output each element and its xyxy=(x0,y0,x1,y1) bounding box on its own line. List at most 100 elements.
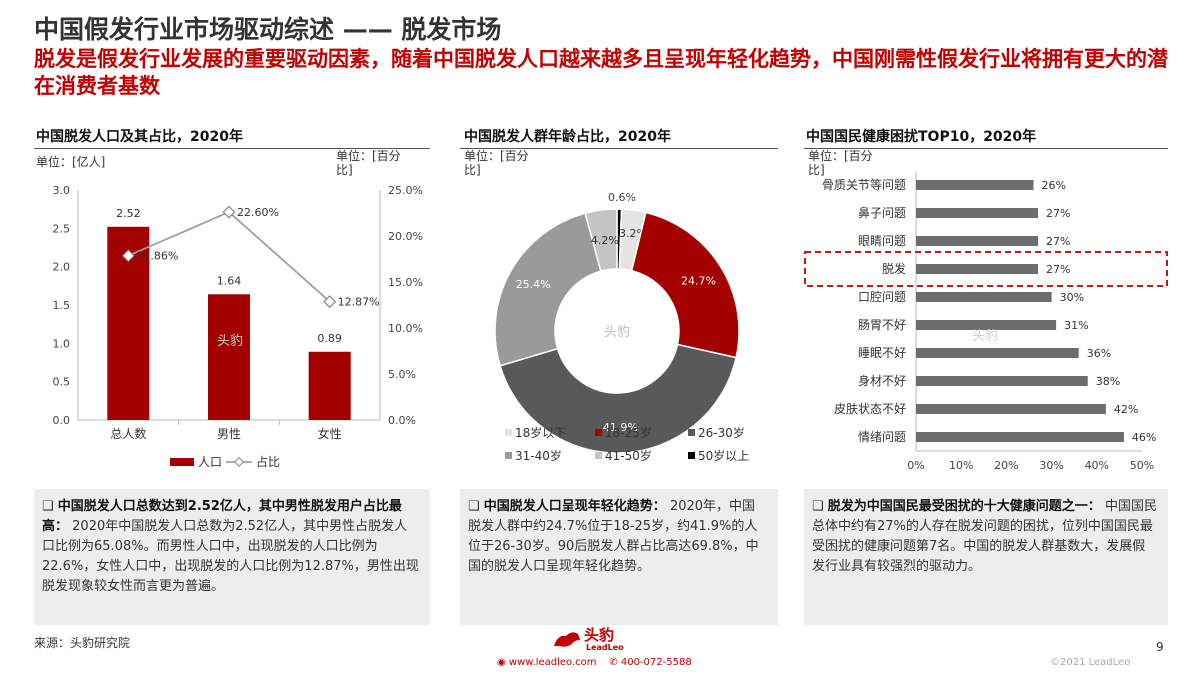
chart2-legend-swatch xyxy=(505,452,512,459)
chart3-bar xyxy=(916,264,1039,274)
chart2-slice-label: 24.7% xyxy=(681,274,716,287)
chart3-bar xyxy=(916,292,1052,302)
source-note: 来源：头豹研究院 xyxy=(34,636,131,650)
chart3-y-tick: 情绪问题 xyxy=(858,430,906,444)
page-number: 9 xyxy=(1156,640,1164,654)
chart3-bar xyxy=(916,376,1088,386)
logo-text: 头豹 xyxy=(584,626,615,644)
contact-line: ◉ www.leadleo.com ✆ 400-072-5588 xyxy=(497,657,692,668)
leopard-icon xyxy=(554,632,580,647)
chart1-y2-tick: 20.0% xyxy=(388,230,423,243)
chart1-y-tick: 2.0 xyxy=(53,261,71,274)
chart3-divider xyxy=(804,148,1168,149)
chart2-legend-label: 18-25岁 xyxy=(605,425,652,440)
chart1-y-tick: 1.5 xyxy=(53,299,71,312)
chart3-x-tick: 40% xyxy=(1085,459,1109,472)
chart3-x-tick: 10% xyxy=(949,459,973,472)
chart3-unit: 单位：[百分比] xyxy=(808,149,873,177)
chart1-unit-left: 单位：[亿人] xyxy=(36,155,106,169)
chart1-ratio-point xyxy=(323,295,337,309)
chart3-bar-label: 42% xyxy=(1114,403,1138,416)
summary-box-3: ❑ 脱发为中国国民最受困扰的十大健康问题之一： 中国国民总体中约有27%的人存在… xyxy=(804,489,1168,625)
chart1-x-tick: 女性 xyxy=(318,426,342,441)
chart3-bar-label: 36% xyxy=(1087,347,1111,360)
web-icon: ◉ xyxy=(497,657,506,668)
chart2-legend-swatch xyxy=(595,429,602,436)
chart1-bar-label: 0.89 xyxy=(317,332,342,345)
chart1-legend-bar-swatch xyxy=(170,458,194,466)
summary-box-3-bold: 脱发为中国国民最受困扰的十大健康问题之一： xyxy=(827,499,1101,514)
chart1-ratio-point xyxy=(121,249,135,263)
chart1-svg: 0.0 0.5 1.0 1.5 2.0 2.5 3.0 0.0% 5.0% 10.0% 15.0% 2… xyxy=(53,184,423,469)
chart3-svg: 0% 10% 20% 30% 40% 50% 26% 骨质关节等问题 27% 鼻子问题 27% 眼睛问… xyxy=(804,171,1168,472)
chart2-slice xyxy=(630,211,740,359)
chart3-bar xyxy=(916,348,1079,358)
copyright: ©2021 LeadLeo xyxy=(1050,657,1131,668)
chart3-bar xyxy=(916,320,1057,330)
chart1-y2-tick: 5.0% xyxy=(388,368,416,381)
chart1-y-tick: 0.0 xyxy=(53,414,71,427)
chart1-divider xyxy=(34,148,430,149)
chart1-y2-tick: 25.0% xyxy=(388,184,423,197)
page-subtitle: 脱发是假发行业发展的重要驱动因素，随着中国脱发人口越来越多且呈现年轻化趋势，中国… xyxy=(34,47,1168,98)
chart1-bar xyxy=(208,294,250,420)
chart3-y-tick: 睡眠不好 xyxy=(858,346,906,360)
chart2-legend-label: 50岁以上 xyxy=(698,448,749,463)
chart3-y-tick: 眼睛问题 xyxy=(858,234,906,248)
chart2-slice-label: 25.4% xyxy=(516,278,551,291)
summary-box-1: ❑ 中国脱发人口总数达到2.52亿人，其中男性脱发用户占比最高： 2020年中国… xyxy=(34,489,430,625)
phone-number: 400-072-5588 xyxy=(620,657,692,668)
chart1-x-tick: 男性 xyxy=(217,427,241,441)
chart1-y-tick: 2.5 xyxy=(53,222,71,235)
leadleo-logo: 头豹 LeadLeo xyxy=(552,624,642,654)
chart1-ratio-label: 12.87% xyxy=(338,296,380,309)
chart3-bar xyxy=(916,432,1124,442)
chart1-unit-right: 单位：[百分比] xyxy=(336,149,401,177)
chart2-slice xyxy=(584,208,618,273)
chart1-y-tick: 1.0 xyxy=(53,337,71,350)
chart2-legend-swatch xyxy=(688,452,695,459)
chart3-y-tick: 骨质关节等问题 xyxy=(822,178,906,192)
chart1-ratio-label: 22.60% xyxy=(237,206,279,219)
chart1-bar-label: 1.64 xyxy=(217,274,242,287)
chart3-bar-label: 31% xyxy=(1064,319,1088,332)
chart2-legend-swatch xyxy=(688,429,695,436)
chart1-legend-line-label: 占比 xyxy=(256,454,280,469)
chart2-slice xyxy=(499,343,737,454)
chart1-y-tick: 0.5 xyxy=(53,376,71,389)
chart3-y-tick: 脱发 xyxy=(882,261,906,276)
chart1-legend-line-marker xyxy=(234,457,244,467)
chart3-bar-label: 26% xyxy=(1042,179,1066,192)
chart2-watermark: 头豹 xyxy=(604,325,630,340)
chart3-x-tick: 0% xyxy=(907,459,924,472)
chart3-bar-label: 27% xyxy=(1046,235,1070,248)
chart3-watermark: 头豹 xyxy=(972,329,998,344)
chart3-x-tick: 30% xyxy=(1039,459,1063,472)
chart1-y2-tick: 15.0% xyxy=(388,276,423,289)
chart3-title: 中国国民健康困扰TOP10，2020年 xyxy=(806,129,1037,145)
chart2-legend-label: 31-40岁 xyxy=(515,448,562,463)
chart2-slice xyxy=(494,212,602,367)
chart2-legend-label: 18岁以下 xyxy=(515,425,566,440)
chart2-title: 中国脱发人群年龄占比，2020年 xyxy=(464,129,671,145)
chart3-bar-label: 46% xyxy=(1132,431,1156,444)
chart3-bar-label: 38% xyxy=(1096,375,1120,388)
chart2-unit: 单位：[百分比] xyxy=(464,149,529,177)
chart2-slice-label: 41.9% xyxy=(603,421,638,434)
chart2-divider xyxy=(460,148,778,149)
chart2-slice-label: 0.6% xyxy=(608,191,636,204)
chart1-y-tick: 3.0 xyxy=(53,184,71,197)
chart1-x-tick: 总人数 xyxy=(110,426,146,441)
chart3-y-tick: 肠胃不好 xyxy=(858,318,906,332)
chart3-bar xyxy=(916,208,1039,218)
summary-box-3-text: 中国国民总体中约有27%的人存在脱发问题的困扰，位列中国国民最受困扰的健康问题第… xyxy=(812,499,1157,574)
website-link[interactable]: www.leadleo.com xyxy=(508,657,597,668)
chart3-x-tick: 50% xyxy=(1130,459,1154,472)
chart2-legend-label: 26-30岁 xyxy=(698,425,745,440)
chart2-legend-label: 41-50岁 xyxy=(605,448,652,463)
chart3-highlight-box xyxy=(804,251,1168,287)
logo-sub: LeadLeo xyxy=(586,643,624,652)
summary-box-2-text: 2020年，中国脱发人群中约24.7%位于18-25岁，约41.9%的人位于26… xyxy=(468,499,759,574)
summary-box-2-bold: 中国脱发人口呈现年轻化趋势： xyxy=(483,499,666,514)
